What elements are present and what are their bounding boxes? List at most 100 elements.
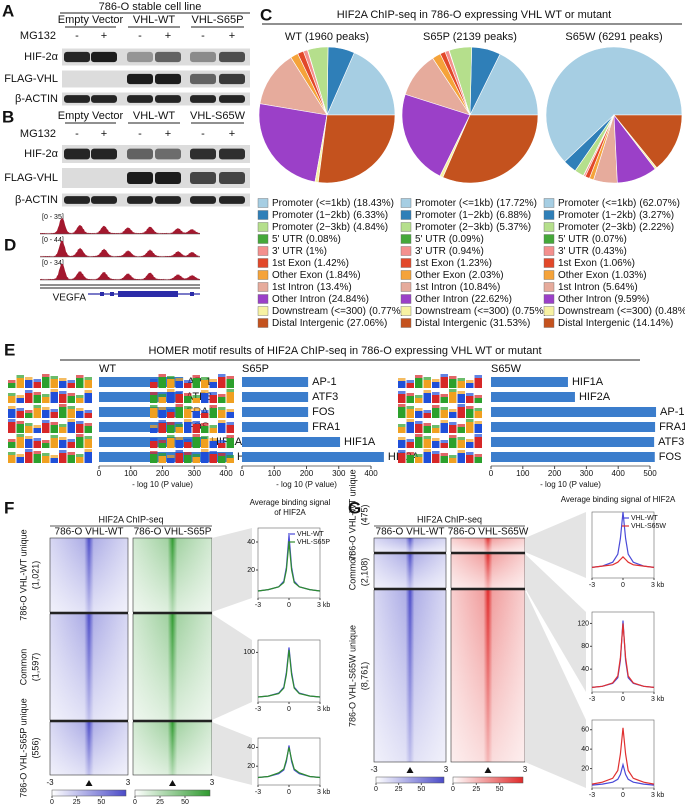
motif-logo-letter: [167, 435, 175, 438]
motif-logo-letter: [398, 404, 406, 407]
motif-logo-letter: [406, 455, 414, 463]
motif-logo-letter: [150, 382, 158, 388]
motif-logo-letter: [42, 423, 50, 433]
y-tick-label: 40: [247, 744, 255, 751]
motif-logo-letter: [16, 457, 24, 463]
blot-band: [127, 172, 153, 184]
motif-logo-letter: [209, 392, 217, 395]
motif-logo-letter: [150, 438, 158, 441]
legend-swatch: [257, 198, 269, 208]
motif-logo-letter: [33, 408, 41, 418]
panel-letter: C: [260, 5, 272, 24]
heatmap-x-tick: 3: [126, 778, 131, 787]
motif-logo-letter: [457, 404, 465, 407]
motif-logo-letter: [175, 391, 183, 394]
bar-label: ATF3: [658, 436, 684, 448]
panel-letter: F: [4, 498, 14, 517]
blot-band: [219, 73, 245, 85]
pie-slice: [545, 46, 683, 163]
motif-logo-letter: [16, 395, 24, 398]
legend-value: (1.03%): [612, 270, 647, 281]
legend-category: 3' UTR: [558, 246, 589, 257]
legend-entry: Downstream (<=300) (0.75%): [415, 306, 547, 317]
blot-band: [155, 196, 181, 204]
legend-entry: Other Intron (9.59%): [558, 294, 649, 305]
y-tick-label: 20: [581, 765, 589, 772]
x-tick-label: 300: [332, 469, 346, 478]
legend-category: 1st Intron: [558, 282, 600, 293]
motif-logo-letter: [175, 378, 183, 381]
bar: [99, 407, 183, 417]
colorbar-label: 0: [374, 786, 378, 793]
motif-logo-letter: [398, 453, 406, 463]
motif-logo-letter: [209, 405, 217, 408]
bar: [99, 392, 182, 402]
x-tick-label: 0: [621, 582, 625, 589]
track-range: [0 - 35]: [42, 214, 64, 221]
legend-swatch: [257, 294, 269, 304]
legend-category: Other Intron: [272, 294, 325, 305]
legend-entry: Other Exon (1.03%): [558, 270, 647, 281]
motif-logo-letter: [406, 439, 414, 442]
legend-category: Promoter (1−2kb): [415, 210, 493, 221]
legend-value: (9.59%): [614, 294, 649, 305]
motif-logo-letter: [192, 378, 200, 388]
blot-band: [155, 148, 181, 160]
motif-logo-letter: [415, 375, 423, 378]
group-label: Empty Vector: [58, 110, 124, 122]
motif-logo-letter: [158, 410, 166, 418]
motif-logo-letter: [167, 409, 175, 412]
section-divider: [374, 588, 446, 590]
motif-logo-letter: [226, 435, 234, 438]
colorbar-label: 0: [133, 799, 137, 806]
y-tick-label: 40: [581, 666, 589, 673]
motif-logo-letter: [184, 380, 192, 383]
track-signal: [40, 241, 200, 257]
motif-logo-letter: [449, 376, 457, 379]
sample-label: 786-O VHL-WT: [55, 527, 124, 538]
heatmap-fade: [133, 722, 212, 775]
legend-swatch: [400, 222, 412, 232]
motif-logo-letter: [184, 439, 192, 442]
motif-logo-letter: [209, 425, 217, 428]
legend-label: VHL-WT: [297, 531, 325, 538]
motif-logo-letter: [8, 452, 16, 455]
motif-logo-letter: [201, 390, 209, 393]
motif-logo-letter: [423, 426, 431, 433]
motif-logo-letter: [50, 379, 58, 388]
lane-sign: +: [165, 30, 171, 42]
motif-logo-letter: [50, 425, 58, 433]
legend-value: (24.84%): [328, 294, 369, 305]
legend-value: (14.14%): [633, 318, 674, 329]
motif-logo-letter: [67, 422, 75, 433]
panel-letter: D: [4, 235, 16, 254]
legend-swatch: [543, 246, 555, 256]
x-tick-label: -3: [589, 696, 595, 703]
x-tick-label: -3: [255, 789, 261, 796]
connector: [212, 614, 252, 720]
motif-logo-letter: [432, 428, 440, 433]
blot-band: [127, 196, 153, 204]
legend-swatch: [257, 306, 269, 316]
panel-letter: E: [4, 340, 15, 359]
section-divider: [374, 552, 446, 554]
motif-logo-letter: [226, 409, 234, 412]
motif-logo-letter: [67, 383, 75, 388]
legend-swatch: [543, 198, 555, 208]
motif-logo-letter: [59, 440, 67, 448]
motif-logo-letter: [59, 427, 67, 433]
blot-band: [64, 148, 90, 160]
blot-band: [64, 51, 90, 63]
row-label: HIF-2α: [24, 51, 59, 63]
legend-swatch: [400, 306, 412, 316]
motif-logo-letter: [184, 422, 192, 433]
motif-logo-letter: [167, 425, 175, 433]
bar: [242, 407, 309, 417]
profile-frame: [591, 511, 655, 579]
motif-logo-letter: [150, 395, 158, 403]
motif-logo-letter: [25, 413, 33, 418]
motif-logo-letter: [415, 408, 423, 411]
center-marker: [169, 780, 176, 786]
motif-logo-letter: [398, 394, 406, 403]
profile-line: [591, 762, 655, 786]
